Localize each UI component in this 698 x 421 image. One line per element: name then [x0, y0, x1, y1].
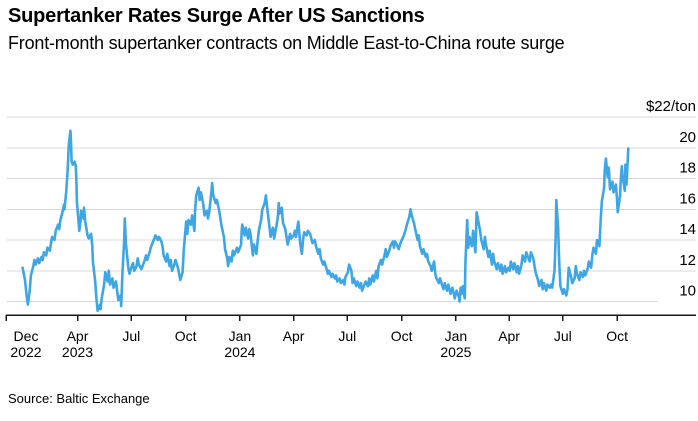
- x-axis-label-6: Jul: [338, 328, 356, 344]
- x-axis-label-4: Jan: [229, 328, 252, 344]
- y-axis-label-10: 10: [679, 283, 696, 300]
- x-axis-label-year-4: 2024: [224, 344, 255, 360]
- y-axis-label-20: 20: [679, 129, 696, 146]
- chart-title: Supertanker Rates Surge After US Sanctio…: [8, 5, 425, 27]
- x-axis-label-1: Apr: [67, 328, 89, 344]
- chart-subtitle: Front-month supertanker contracts on Mid…: [8, 33, 565, 53]
- x-axis-label-11: Oct: [606, 328, 628, 344]
- x-axis-label-year-8: 2025: [440, 344, 471, 360]
- x-axis-label-3: Oct: [175, 328, 197, 344]
- x-axis-label-10: Jul: [554, 328, 572, 344]
- y-axis-label-14: 14: [679, 221, 696, 238]
- y-axis-label-12: 12: [679, 252, 696, 269]
- x-axis-label-year-0: 2022: [10, 344, 41, 360]
- x-axis-label-2: Jul: [122, 328, 140, 344]
- y-axis-unit-label: $22/ton: [646, 98, 696, 115]
- x-axis-label-0: Dec: [14, 328, 39, 344]
- x-axis-label-5: Apr: [283, 328, 305, 344]
- y-axis-label-16: 16: [679, 190, 696, 207]
- x-axis-label-7: Oct: [391, 328, 413, 344]
- source-label: Source: Baltic Exchange: [8, 391, 150, 406]
- rate-line: [21, 129, 630, 313]
- x-axis-label-9: Apr: [498, 328, 520, 344]
- x-axis-label-year-1: 2023: [62, 344, 93, 360]
- y-axis-label-18: 18: [679, 160, 696, 177]
- x-axis-label-8: Jan: [445, 328, 468, 344]
